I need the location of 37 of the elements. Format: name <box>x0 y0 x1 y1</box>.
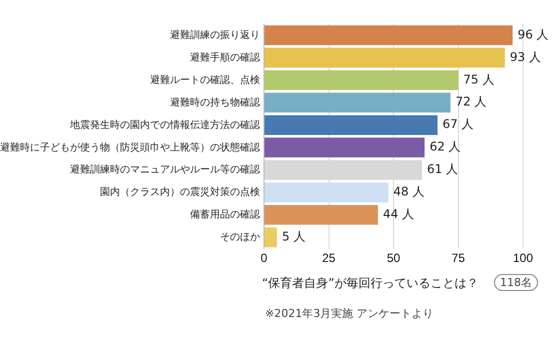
data-label: 93 人 <box>510 50 541 64</box>
data-label: 48 人 <box>393 184 424 199</box>
data-label: 61 人 <box>426 162 458 176</box>
bar <box>264 205 378 225</box>
y-tick-label: 園内（クラス内）の震災対策の点検 <box>100 186 260 198</box>
bar <box>264 227 277 248</box>
y-tick-label: 避難訓練時のマニュアルやルール等の確認 <box>70 164 260 176</box>
bar <box>264 70 458 90</box>
bar <box>264 115 438 135</box>
bar <box>264 92 450 112</box>
bar <box>264 25 513 46</box>
y-tick-label: 避難時の持ち物確認 <box>170 96 260 108</box>
y-tick-label: そのほか <box>220 232 260 244</box>
x-tick-label: 100 <box>512 251 534 266</box>
y-tick-label: 地震発生時の園内での情報伝達方法の確認 <box>69 118 260 131</box>
bar <box>264 138 425 158</box>
y-tick-label: 避難時に子どもが使う物（防災頭巾や上靴等）の状態確認 <box>0 141 260 154</box>
x-tick-label: 50 <box>386 251 400 266</box>
text: 118名 <box>494 274 538 291</box>
data-label: 96 人 <box>518 27 549 42</box>
text: ※2021年3月実施 アンケートより <box>265 306 434 321</box>
bar <box>264 182 388 202</box>
y-tick-label: 避難訓練の振り返り <box>170 28 260 41</box>
data-label: 72 人 <box>455 94 487 109</box>
y-tick-label: 避難ルートの確認、点検 <box>150 74 260 86</box>
y-tick-label: 避難手順の確認 <box>190 51 260 64</box>
bar <box>264 48 505 68</box>
data-label: 5 人 <box>282 229 306 244</box>
data-label: 75 人 <box>463 72 494 86</box>
data-label: 44 人 <box>382 207 414 222</box>
data-label: 62 人 <box>430 140 461 154</box>
y-tick-label: 備蓄用品の確認 <box>190 208 260 221</box>
x-tick-label: 75 <box>452 251 466 266</box>
x-tick-label: 25 <box>322 251 336 266</box>
data-label: 67 人 <box>442 117 474 132</box>
x-axis-title: “保育者自身”が毎回行っていることは？ <box>262 275 478 292</box>
x-tick-label: 0 <box>260 251 268 266</box>
